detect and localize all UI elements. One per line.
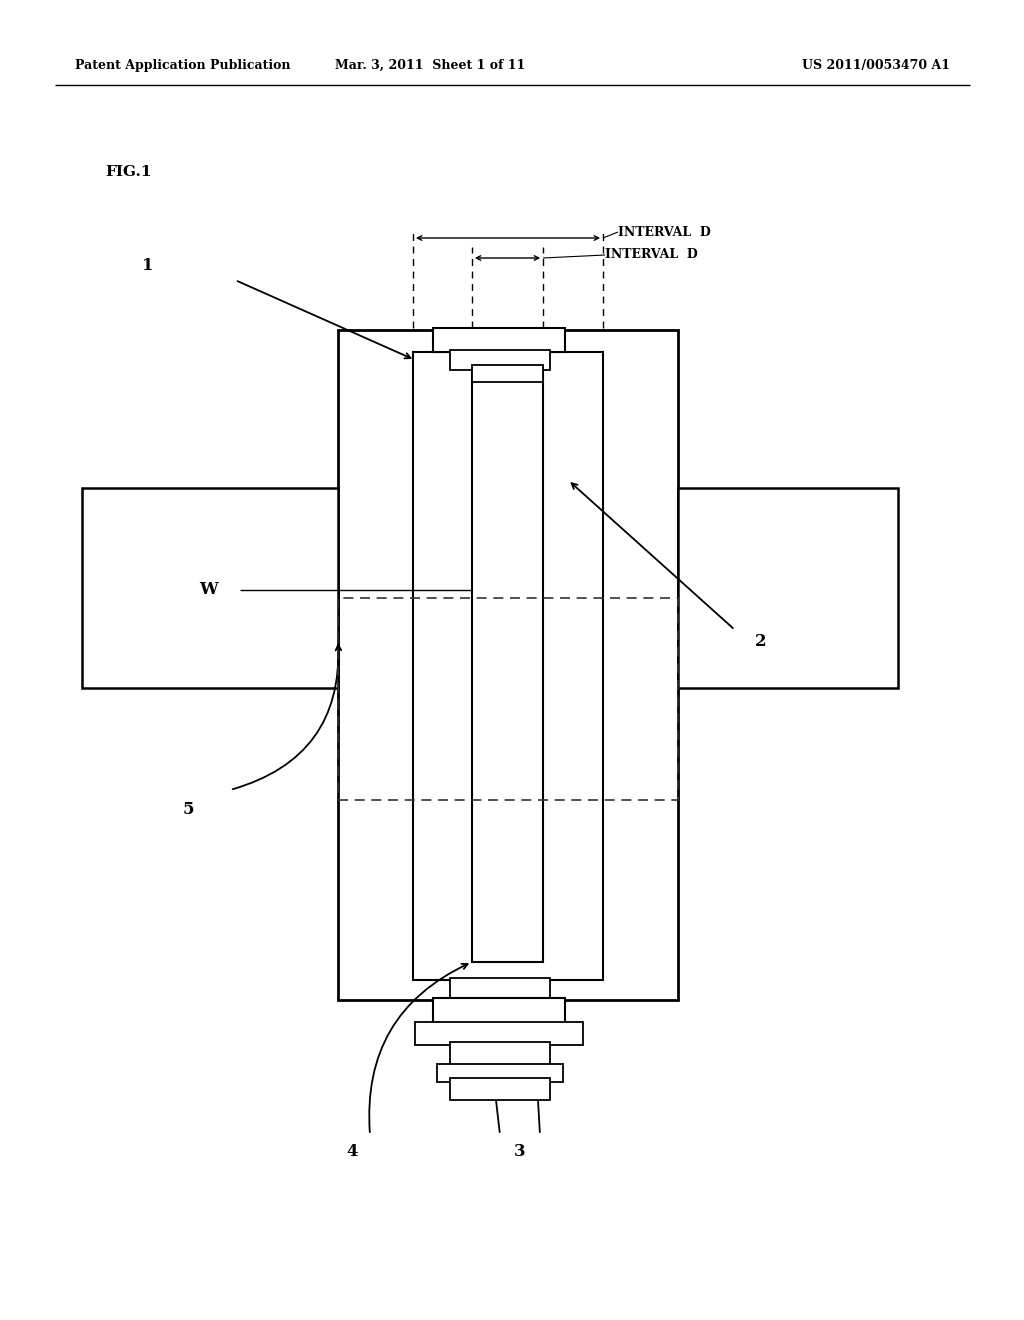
Text: 4: 4 <box>346 1143 357 1160</box>
Text: FIG.1: FIG.1 <box>105 165 152 180</box>
Text: Patent Application Publication: Patent Application Publication <box>75 58 291 71</box>
Text: INTERVAL  D: INTERVAL D <box>605 248 697 261</box>
Text: 2: 2 <box>755 634 767 651</box>
Bar <box>338 598 678 800</box>
Bar <box>450 978 550 1002</box>
Bar <box>82 488 338 688</box>
Text: INTERVAL  D: INTERVAL D <box>618 226 711 239</box>
Bar <box>413 352 603 979</box>
Bar <box>437 1064 563 1082</box>
Bar <box>433 998 565 1024</box>
Text: 3: 3 <box>514 1143 525 1160</box>
Text: US 2011/0053470 A1: US 2011/0053470 A1 <box>802 58 950 71</box>
Bar <box>678 488 898 688</box>
Bar <box>450 1041 550 1068</box>
Bar <box>450 1078 550 1100</box>
Bar <box>450 350 550 370</box>
Bar <box>472 366 543 381</box>
Text: W: W <box>200 582 218 598</box>
Text: 5: 5 <box>182 801 194 818</box>
Bar <box>338 330 678 1001</box>
Text: Mar. 3, 2011  Sheet 1 of 11: Mar. 3, 2011 Sheet 1 of 11 <box>335 58 525 71</box>
Bar <box>433 327 565 352</box>
Text: 1: 1 <box>142 256 154 273</box>
Bar <box>415 1022 583 1045</box>
Bar <box>472 372 543 962</box>
